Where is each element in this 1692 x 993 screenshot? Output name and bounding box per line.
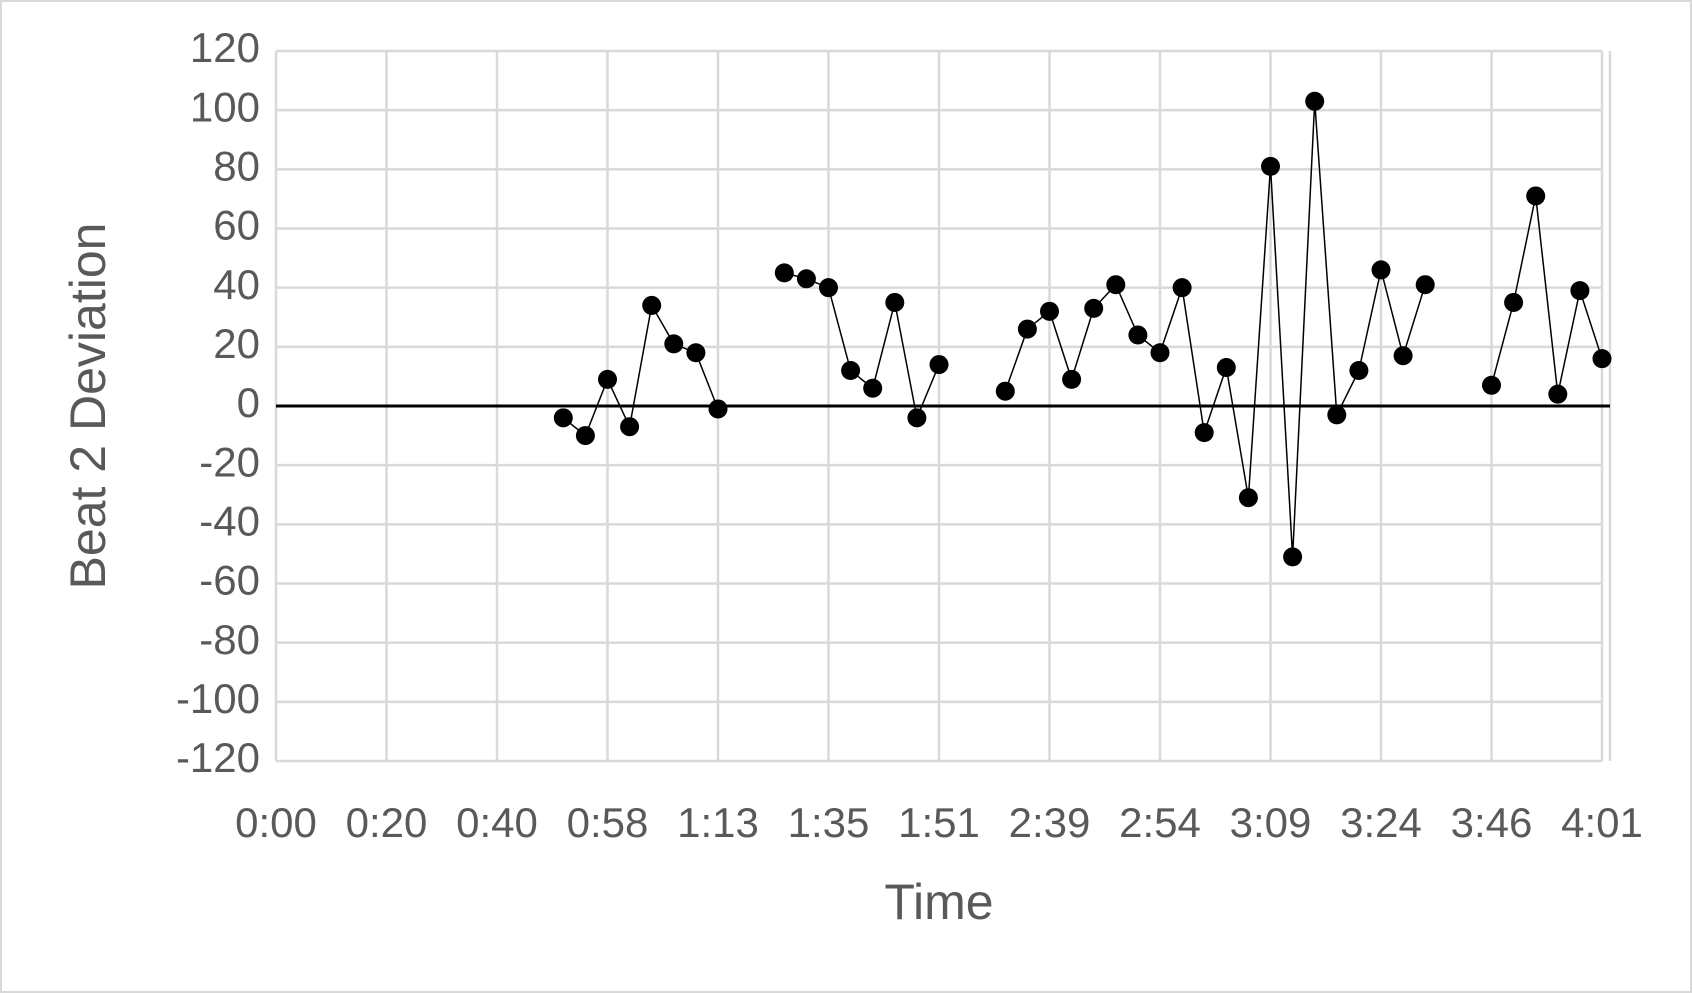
data-point <box>1526 186 1546 206</box>
x-tick-label: 0:58 <box>567 799 649 846</box>
data-point <box>929 355 949 375</box>
data-point <box>1017 319 1037 339</box>
y-tick-label: 80 <box>213 142 260 189</box>
y-tick-label: -80 <box>199 616 260 663</box>
data-point <box>686 343 706 363</box>
data-point <box>1371 260 1391 280</box>
x-tick-label: 0:00 <box>235 799 317 846</box>
data-point <box>642 295 662 315</box>
data-point <box>1194 423 1214 443</box>
data-point <box>995 381 1015 401</box>
data-point <box>863 378 883 398</box>
data-point <box>1238 488 1258 508</box>
x-tick-label: 2:54 <box>1119 799 1201 846</box>
y-tick-label: -20 <box>199 438 260 485</box>
data-point <box>1128 325 1148 345</box>
data-point <box>1261 156 1280 176</box>
y-tick-label: 120 <box>190 24 260 71</box>
data-point <box>1084 298 1104 318</box>
x-tick-label: 0:40 <box>456 799 538 846</box>
x-axis-title: Time <box>884 874 993 930</box>
y-tick-label: -120 <box>176 734 260 781</box>
data-point <box>819 278 838 298</box>
data-point <box>1570 281 1590 301</box>
data-point <box>708 399 728 419</box>
data-point <box>1482 375 1501 395</box>
data-point <box>1040 301 1059 321</box>
x-tick-label: 3:24 <box>1340 799 1422 846</box>
y-tick-label: 20 <box>213 320 260 367</box>
data-point <box>1548 384 1568 404</box>
data-point <box>907 408 927 428</box>
data-point <box>620 417 640 437</box>
y-tick-label: -40 <box>199 497 260 544</box>
y-tick-label: 40 <box>213 261 260 308</box>
x-tick-label: 4:01 <box>1561 799 1643 846</box>
y-tick-label: 60 <box>213 202 260 249</box>
data-point <box>885 292 905 312</box>
y-tick-label: -100 <box>176 675 260 722</box>
data-point <box>796 269 816 289</box>
y-tick-label: 0 <box>237 379 260 426</box>
data-point <box>1062 369 1082 389</box>
data-point <box>1216 358 1236 378</box>
x-tick-label: 3:46 <box>1451 799 1533 846</box>
data-point <box>1393 346 1413 366</box>
x-tick-label: 3:09 <box>1230 799 1312 846</box>
x-tick-label: 1:51 <box>898 799 980 846</box>
x-tick-label: 2:39 <box>1009 799 1091 846</box>
y-tick-label: 100 <box>190 83 260 130</box>
y-tick-label: -60 <box>199 557 260 604</box>
data-point <box>1150 343 1170 363</box>
data-point <box>1106 275 1126 295</box>
data-point <box>1349 361 1369 380</box>
data-point <box>1415 275 1435 295</box>
data-point <box>1327 405 1347 425</box>
data-point <box>575 426 595 446</box>
data-point <box>1305 91 1325 111</box>
data-point <box>774 263 794 283</box>
data-point <box>1592 349 1612 369</box>
data-point <box>664 334 684 354</box>
data-point <box>553 408 573 428</box>
x-tick-label: 1:13 <box>677 799 759 846</box>
x-tick-label: 0:20 <box>346 799 428 846</box>
series-line <box>562 101 1603 557</box>
data-point <box>841 361 861 380</box>
data-point <box>1504 292 1524 312</box>
data-point <box>1283 547 1303 567</box>
data-point <box>598 369 617 389</box>
y-axis-title: Beat 2 Deviation <box>60 223 116 590</box>
data-point <box>1172 278 1192 298</box>
x-tick-label: 1:35 <box>788 799 870 846</box>
